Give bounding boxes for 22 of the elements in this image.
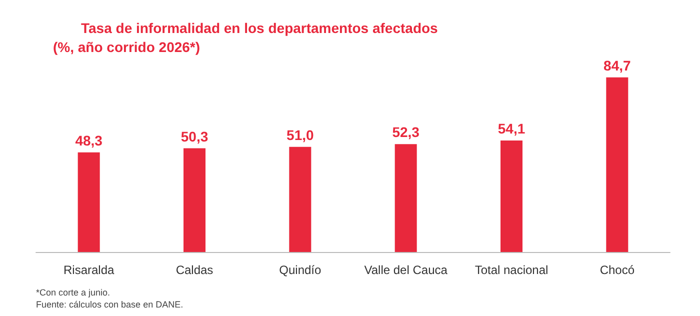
data-label: 84,7	[604, 57, 632, 74]
source-note: Fuente: cálculos con base en DANE.	[36, 300, 184, 310]
text: *Con corte a junio.	[36, 288, 110, 298]
chart-subtitle: (%, año corrido 2026*)	[53, 39, 200, 55]
data-label: 50,3	[180, 128, 208, 144]
x-tick-label: Total nacional	[474, 263, 548, 277]
data-label: 54,1	[498, 120, 526, 136]
data-label: 51,0	[286, 126, 314, 143]
bar	[500, 140, 522, 252]
x-tick-label: Quindío	[279, 263, 322, 277]
x-tick-label: Caldas	[176, 263, 214, 277]
bar	[184, 148, 206, 252]
data-label: 52,3	[392, 124, 420, 140]
x-tick-label: Valle del Cauca	[364, 263, 448, 277]
bar	[394, 144, 417, 252]
data-label: 48,3	[75, 132, 103, 148]
chart-title: Tasa de informalidad en los departamentos afectados	[81, 20, 438, 36]
bar	[78, 152, 100, 252]
bar	[289, 146, 312, 252]
bar	[606, 77, 628, 252]
x-tick-label: Chocó	[600, 263, 635, 277]
x-tick-label: Risaralda	[63, 263, 114, 277]
